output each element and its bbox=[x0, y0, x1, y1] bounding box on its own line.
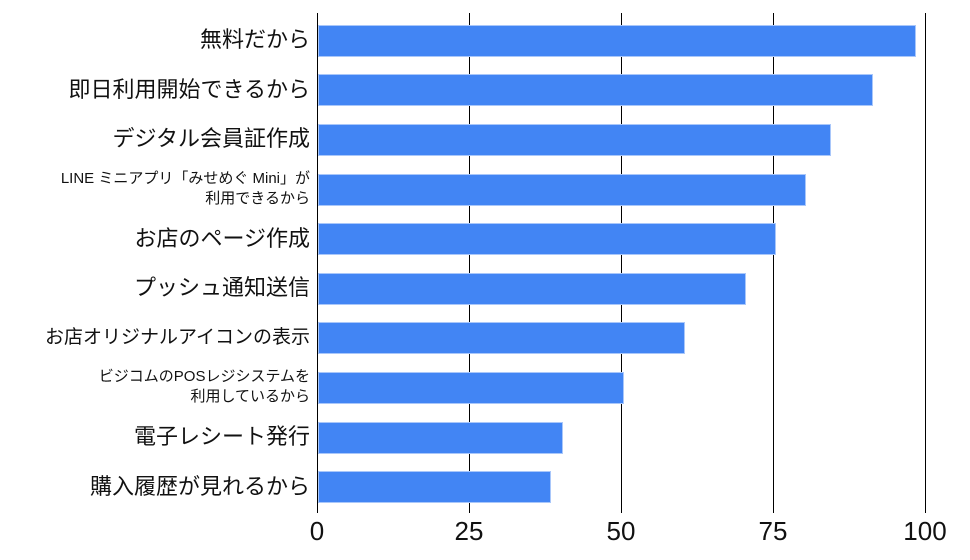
bar bbox=[318, 272, 746, 305]
category-label: デジタル会員証作成 bbox=[0, 114, 310, 164]
category-label-line: プッシュ通知送信 bbox=[133, 275, 310, 301]
bar bbox=[318, 322, 685, 355]
category-label-line: 購入履歴が見れるから bbox=[89, 473, 310, 499]
category-label-line: 電子レシート発行 bbox=[133, 424, 310, 450]
category-label-line: 即日利用開始できるから bbox=[68, 76, 310, 102]
category-label-line: 利用しているから bbox=[190, 388, 310, 406]
bar bbox=[318, 74, 874, 107]
category-label-line: 利用できるから bbox=[205, 189, 310, 207]
category-label: 無料だから bbox=[0, 15, 310, 65]
bar bbox=[318, 173, 807, 206]
bar bbox=[318, 372, 624, 404]
x-tick-label: 25 bbox=[454, 516, 484, 546]
bar bbox=[318, 24, 916, 57]
category-label-line: ビジコムのPOSレジシステムを bbox=[98, 367, 310, 385]
category-label: 購入履歴が見れるから bbox=[0, 461, 310, 511]
category-label-line: お店オリジナルアイコンの表示 bbox=[44, 326, 310, 348]
y-axis-line bbox=[317, 13, 318, 513]
x-tick-label: 0 bbox=[309, 516, 325, 546]
category-label: 即日利用開始できるから bbox=[0, 65, 310, 115]
bar bbox=[318, 421, 564, 454]
category-label: 電子レシート発行 bbox=[0, 412, 310, 462]
category-label: お店のページ作成 bbox=[0, 213, 310, 263]
gridline-25 bbox=[469, 13, 470, 513]
category-label: プッシュ通知送信 bbox=[0, 263, 310, 313]
category-label: LINE ミニアプリ「みせめぐ Mini」が利用できるから bbox=[0, 164, 310, 214]
x-tick-label: 50 bbox=[606, 516, 636, 546]
gridline-75 bbox=[773, 13, 774, 513]
gridline-100 bbox=[925, 13, 926, 513]
gridline-50 bbox=[621, 13, 622, 513]
category-label-line: LINE ミニアプリ「みせめぐ Mini」が bbox=[60, 169, 310, 187]
category-label: お店オリジナルアイコンの表示 bbox=[0, 313, 310, 363]
category-label: ビジコムのPOSレジシステムを利用しているから bbox=[0, 362, 310, 412]
category-label-line: お店のページ作成 bbox=[134, 225, 310, 251]
category-label-line: デジタル会員証作成 bbox=[112, 126, 310, 152]
category-label-line: 無料だから bbox=[199, 27, 310, 53]
x-tick-label: 75 bbox=[758, 516, 788, 546]
x-tick-label: 100 bbox=[903, 516, 947, 546]
bar bbox=[318, 223, 776, 256]
bar bbox=[318, 124, 831, 156]
bar bbox=[318, 471, 552, 504]
